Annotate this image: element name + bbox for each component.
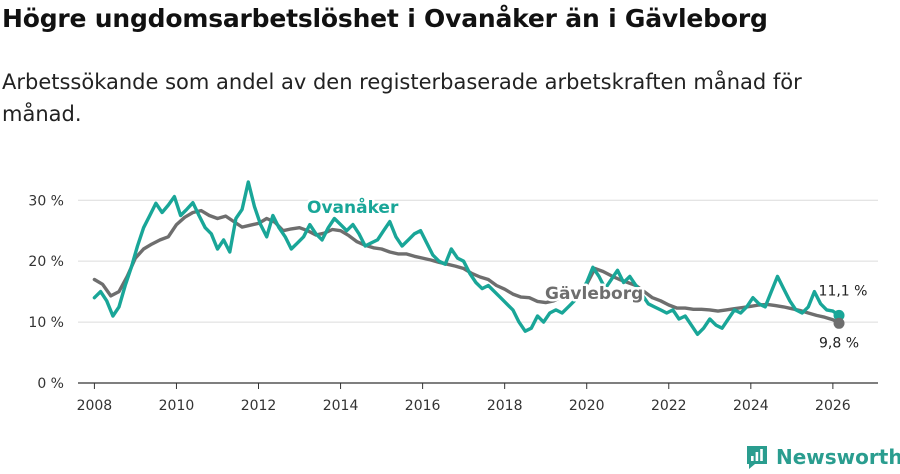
y-tick-label: 20 %	[28, 254, 64, 270]
y-tick-label: 10 %	[28, 315, 64, 331]
gridlines	[78, 199, 878, 384]
x-tick-label: 2020	[569, 398, 605, 414]
x-tick-label: 2012	[241, 398, 277, 414]
labels: 11,1 % 9,8 % Ovanåker Gävleborg	[305, 194, 868, 352]
end-point-ovanaker	[833, 309, 845, 321]
x-tick-label: 2022	[651, 398, 687, 414]
x-tick-label: 2016	[405, 398, 441, 414]
x-tick-label: 2024	[733, 398, 769, 414]
y-tick-label: 30 %	[28, 193, 64, 209]
series-label-ovanaker: Ovanåker	[307, 196, 399, 218]
newsworthy-logo-icon	[747, 446, 767, 469]
x-tick-label: 2026	[815, 398, 851, 414]
series	[92, 180, 845, 336]
chart-title: Högre ungdomsarbetslöshet i Ovanåker än …	[2, 4, 768, 33]
brand-name: Newsworthy	[776, 445, 900, 469]
end-label-ovanaker: 11,1 %	[819, 283, 868, 299]
end-label-gavleborg: 9,8 %	[819, 335, 859, 351]
end-point-gavleborg	[833, 317, 845, 329]
series-label-gavleborg: Gävleborg	[545, 284, 643, 304]
x-tick-label: 2018	[487, 398, 523, 414]
x-tick-label: 2014	[323, 398, 359, 414]
chart-subtitle: Arbetssökande som andel av den registerb…	[2, 70, 802, 126]
brand-logo[interactable]: Newsworthy	[745, 442, 900, 472]
series-line-ovanaker	[92, 180, 841, 336]
y-tick-label: 0 %	[37, 376, 64, 392]
axes: 0 % 10 % 20 % 30 % 2008 2010 2012 2014 2016 2018 2…	[28, 193, 878, 414]
x-tick-label: 2010	[159, 398, 195, 414]
x-tick-label: 2008	[77, 398, 113, 414]
